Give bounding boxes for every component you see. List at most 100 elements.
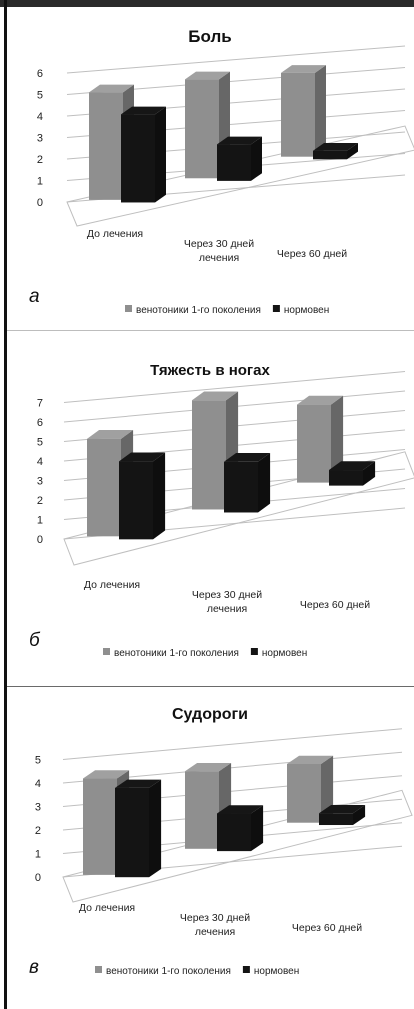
legend-swatch bbox=[250, 648, 258, 655]
bar-front bbox=[192, 400, 226, 510]
bar-side bbox=[153, 452, 166, 540]
bar bbox=[329, 461, 376, 486]
y-tick-label: 5 bbox=[37, 90, 43, 102]
bar-front bbox=[115, 787, 149, 878]
y-tick-label: 5 bbox=[37, 437, 43, 449]
bar-top bbox=[185, 762, 232, 772]
chart-panel-pain: Боль 0 1 2 3 4 5 6 До лечения Через 30 дней лечени… bbox=[7, 7, 414, 330]
bar-top bbox=[329, 461, 376, 471]
bar-top bbox=[87, 430, 134, 439]
bar-front bbox=[224, 461, 258, 513]
bar-front bbox=[185, 79, 219, 179]
legend-swatch bbox=[242, 966, 250, 973]
bar bbox=[119, 452, 166, 540]
y-tick-label: 4 bbox=[37, 456, 43, 468]
legend-label: венотоники 1-го поколения bbox=[136, 305, 261, 316]
bar-side bbox=[149, 779, 162, 878]
chart-title: Тяжесть в ногах bbox=[150, 362, 270, 379]
bar-side bbox=[363, 461, 376, 486]
panel-letter: а bbox=[29, 286, 40, 307]
bar-front bbox=[185, 771, 219, 849]
y-tick-label: 4 bbox=[35, 778, 41, 790]
bar bbox=[185, 762, 232, 849]
y-tick-label: 3 bbox=[35, 802, 41, 814]
category-label: лечения bbox=[199, 252, 239, 264]
bar-front bbox=[319, 813, 353, 826]
bar bbox=[224, 452, 271, 513]
y-tick-label: 6 bbox=[37, 417, 43, 429]
bar-side bbox=[353, 805, 366, 826]
bar-top bbox=[119, 452, 166, 462]
y-tick-label: 2 bbox=[37, 495, 43, 507]
chart-panel-heaviness: Тяжесть в ногах 0 1 2 3 4 5 6 7 До лечения Через 3… bbox=[7, 338, 414, 676]
bar bbox=[121, 106, 166, 203]
category-label: лечения bbox=[207, 603, 247, 615]
category-label: Через 60 дней bbox=[277, 248, 347, 260]
y-tick-label: 0 bbox=[35, 872, 41, 884]
chart-title: Судороги bbox=[172, 706, 248, 723]
y-tick-label: 3 bbox=[37, 476, 43, 488]
bar-front bbox=[121, 114, 155, 203]
bar-side bbox=[155, 106, 166, 203]
left-border bbox=[4, 0, 7, 1009]
chart-cramps: Судороги 0 1 2 3 4 5 До лечения Через 30 дней леч… bbox=[29, 706, 413, 978]
bar bbox=[115, 779, 162, 878]
gridline bbox=[66, 45, 406, 74]
y-tick-label: 2 bbox=[35, 825, 41, 837]
y-tick-label: 3 bbox=[37, 133, 43, 145]
y-tick-label: 0 bbox=[37, 534, 43, 546]
panel-letter: б bbox=[29, 630, 41, 651]
bar-top bbox=[319, 805, 366, 814]
bar-top bbox=[281, 65, 326, 73]
category-label: Через 60 дней bbox=[292, 922, 362, 934]
legend-swatch bbox=[95, 966, 102, 973]
bar-front bbox=[281, 72, 315, 157]
bar-top bbox=[121, 106, 166, 115]
legend-swatch bbox=[272, 305, 280, 312]
bar-top bbox=[89, 84, 134, 93]
bar bbox=[217, 805, 264, 852]
bar-front bbox=[329, 470, 363, 486]
chart-floor bbox=[63, 451, 414, 566]
bar-front bbox=[287, 763, 321, 823]
y-tick-label: 4 bbox=[37, 111, 43, 123]
y-tick-label: 2 bbox=[37, 154, 43, 166]
gridline bbox=[62, 728, 403, 760]
bar-front bbox=[217, 144, 251, 181]
bar-side bbox=[251, 805, 264, 852]
y-tick-label: 1 bbox=[37, 176, 43, 188]
bar-side bbox=[251, 136, 262, 181]
legend-label: нормовен bbox=[284, 305, 329, 316]
bar-side bbox=[258, 452, 271, 513]
legend-swatch bbox=[103, 648, 110, 655]
y-tick-label: 0 bbox=[37, 197, 43, 209]
bar-top bbox=[192, 391, 239, 401]
bar-front bbox=[217, 813, 251, 852]
y-tick-label: 1 bbox=[35, 849, 41, 861]
bar-top bbox=[217, 136, 262, 145]
category-label: До лечения bbox=[87, 228, 143, 240]
y-tick-label: 5 bbox=[35, 755, 41, 767]
bar-side bbox=[315, 65, 326, 157]
category-label: Через 60 дней bbox=[300, 599, 370, 611]
legend-label: венотоники 1-го поколения bbox=[106, 966, 231, 977]
bar-top bbox=[297, 395, 344, 405]
bar-top bbox=[83, 770, 130, 779]
panel-letter: в bbox=[29, 957, 39, 978]
bar-top bbox=[217, 805, 264, 814]
bar bbox=[281, 65, 326, 157]
bar bbox=[297, 395, 344, 483]
bar-side bbox=[331, 395, 344, 483]
chart-pain: Боль 0 1 2 3 4 5 6 До лечения Через 30 дней лечени… bbox=[29, 27, 414, 316]
category-label: лечения bbox=[195, 926, 235, 938]
bar-front bbox=[119, 461, 153, 540]
legend-label: венотоники 1-го поколения bbox=[114, 648, 239, 659]
bar bbox=[313, 143, 358, 160]
y-tick-label: 7 bbox=[37, 398, 43, 410]
category-label: До лечения bbox=[84, 579, 140, 591]
legend-swatch bbox=[125, 305, 132, 312]
bar-top bbox=[115, 779, 162, 788]
bar-top bbox=[185, 71, 230, 80]
legend-label: нормовен bbox=[262, 648, 307, 659]
category-label: До лечения bbox=[79, 902, 135, 914]
